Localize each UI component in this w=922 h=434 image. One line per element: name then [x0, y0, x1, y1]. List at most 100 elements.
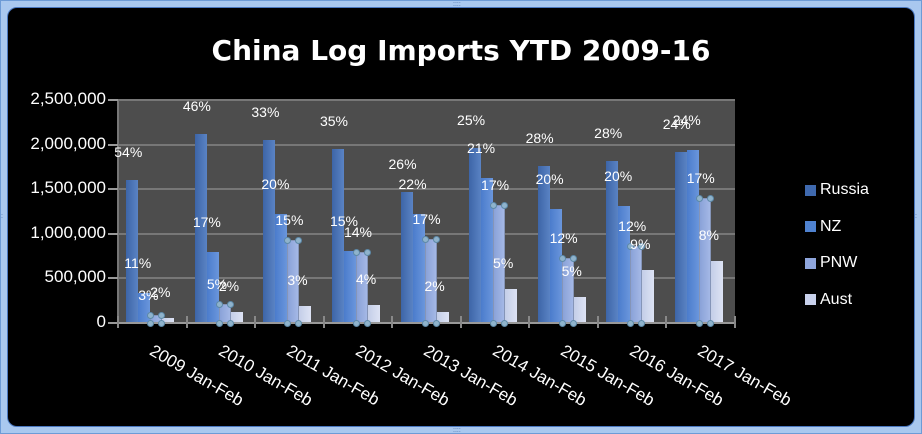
bar-russia[interactable] [537, 166, 550, 323]
bar-aust[interactable] [573, 297, 586, 323]
selection-handle[interactable] [569, 320, 577, 327]
x-tick-mark [596, 316, 599, 328]
data-label: 12% [618, 217, 647, 234]
bar-nz[interactable] [343, 251, 356, 323]
bar-nz[interactable] [412, 214, 425, 323]
selection-handle[interactable] [706, 195, 714, 203]
selection-handle[interactable] [695, 195, 703, 203]
y-tick-mark [108, 232, 118, 235]
selection-handle[interactable] [627, 242, 635, 250]
selection-handle[interactable] [363, 249, 371, 257]
selection-handle[interactable] [284, 320, 292, 327]
data-label: 33% [251, 104, 280, 121]
bar-pnw[interactable] [355, 252, 368, 323]
selection-handle[interactable] [706, 320, 714, 327]
selection-handle[interactable] [295, 320, 303, 327]
selection-handle[interactable] [147, 320, 155, 327]
data-label: 5% [493, 255, 514, 272]
selection-handle[interactable] [226, 300, 234, 308]
data-label: 2% [150, 284, 171, 301]
legend-item-aust[interactable]: Aust [805, 282, 869, 319]
selection-handle[interactable] [501, 202, 509, 210]
selection-handle[interactable] [363, 320, 371, 327]
bar-aust[interactable] [436, 311, 449, 323]
selection-handle[interactable] [158, 311, 166, 319]
x-tick-mark [117, 316, 119, 328]
selection-handle[interactable] [638, 242, 646, 250]
selection-handle[interactable] [627, 320, 635, 327]
selection-handle[interactable] [638, 320, 646, 327]
bar-nz[interactable] [618, 206, 631, 323]
selection-handle[interactable] [695, 320, 703, 327]
bar-russia[interactable] [400, 191, 413, 323]
resize-handle-top[interactable]: :::: [453, 1, 461, 8]
bar-pnw[interactable] [630, 245, 643, 323]
y-tick-mark [108, 143, 118, 146]
selection-handle[interactable] [352, 249, 360, 257]
legend[interactable]: Russia NZ PNW Aust [805, 172, 869, 318]
bar-russia[interactable] [194, 133, 207, 323]
selection-handle[interactable] [147, 311, 155, 319]
resize-handle-right[interactable]: : [915, 213, 917, 220]
gridline [118, 232, 735, 235]
selection-handle[interactable] [215, 300, 223, 308]
bar-aust[interactable] [367, 305, 380, 323]
data-label: 5% [206, 275, 228, 292]
bar-aust[interactable] [299, 306, 312, 323]
plot-area [118, 99, 735, 323]
data-label: 17% [686, 170, 715, 187]
x-tick-mark [528, 316, 531, 328]
bar-aust[interactable] [642, 269, 655, 323]
legend-swatch-icon [805, 257, 816, 269]
bar-pnw[interactable] [698, 198, 711, 323]
selection-handle[interactable] [490, 202, 498, 210]
bar-nz[interactable] [481, 178, 494, 323]
bar-russia[interactable] [606, 161, 619, 323]
selection-handle[interactable] [352, 320, 360, 327]
legend-item-nz[interactable]: NZ [805, 209, 869, 246]
data-label: 28% [525, 130, 554, 146]
bar-nz[interactable] [549, 208, 562, 323]
bar-aust[interactable] [710, 261, 723, 323]
y-tick-mark [108, 99, 118, 101]
selection-handle[interactable] [432, 236, 440, 244]
bar-nz[interactable] [686, 149, 699, 323]
data-label: 35% [319, 113, 348, 130]
selection-handle[interactable] [490, 320, 498, 327]
bar-aust[interactable] [230, 312, 243, 323]
bar-russia[interactable] [469, 148, 482, 323]
y-tick-mark [108, 322, 118, 324]
selection-handle[interactable] [432, 320, 440, 327]
legend-item-pnw[interactable]: PNW [805, 245, 869, 282]
selection-handle[interactable] [558, 254, 566, 262]
chart-title: China Log Imports YTD 2009-16 [211, 34, 711, 67]
bar-russia[interactable] [674, 152, 687, 323]
legend-label: PNW [820, 254, 858, 272]
bar-nz[interactable] [275, 214, 288, 323]
bar-aust[interactable] [162, 318, 175, 323]
data-label: 25% [457, 112, 486, 129]
selection-handle[interactable] [284, 237, 292, 245]
selection-handle[interactable] [215, 320, 223, 327]
data-label: 3% [138, 286, 159, 303]
selection-handle[interactable] [421, 236, 429, 244]
selection-handle[interactable] [295, 237, 303, 245]
selection-handle[interactable] [421, 320, 429, 327]
selection-handle[interactable] [501, 320, 509, 327]
bar-russia[interactable] [126, 180, 139, 323]
bar-aust[interactable] [505, 289, 518, 323]
data-label: 21% [467, 140, 496, 157]
data-label: 54% [114, 144, 143, 161]
resize-handle-left[interactable]: : [1, 213, 3, 220]
bar-russia[interactable] [331, 149, 344, 323]
resize-handle-bottom[interactable]: :::: [453, 427, 461, 434]
selection-handle[interactable] [558, 320, 566, 327]
data-label: 24% [662, 116, 691, 133]
bar-russia[interactable] [263, 140, 276, 323]
legend-item-russia[interactable]: Russia [805, 172, 869, 209]
selection-handle[interactable] [569, 254, 577, 262]
selection-handle[interactable] [158, 320, 166, 327]
selection-handle[interactable] [226, 320, 234, 327]
data-label: 17% [481, 177, 510, 194]
data-label: 26% [388, 155, 417, 172]
